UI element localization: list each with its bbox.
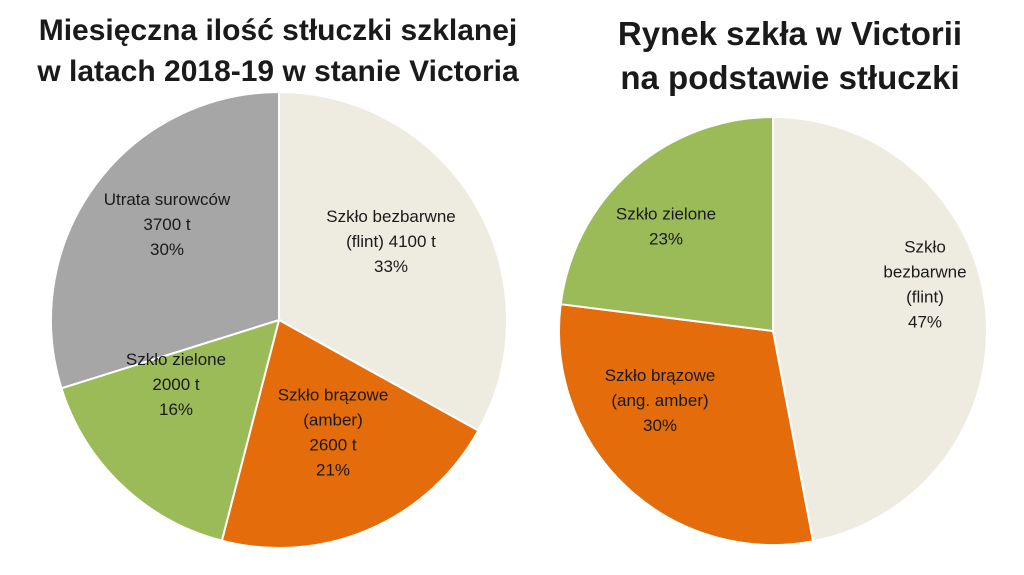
slice-label-right-szklo: Szkło bezbarwne (flint) 47%	[883, 238, 966, 332]
chart-title-right: Rynek szkła w Victorii na podstawie stłu…	[556, 12, 1024, 100]
pie-slice-right-szklo-brazowe	[558, 303, 815, 546]
slice-label-line: 33%	[374, 257, 408, 276]
chart-title-right-line-2: na podstawie stłuczki	[620, 59, 960, 96]
slice-label-line: bezbarwne	[883, 263, 966, 282]
slice-label-line: Szkło zielone	[616, 205, 716, 224]
slice-label-line: (flint)	[906, 288, 944, 307]
pie-slice-right-szklo-zielone	[559, 115, 774, 333]
pie-chart-right: Szkło bezbarwne (flint) 47% Szkło brązowe (an…	[558, 115, 988, 546]
slice-label-line: Szkło zielone	[126, 350, 226, 369]
chart-title-left: Miesięczna ilość stłuczki szklanej w lat…	[0, 10, 556, 92]
slice-label-line: (ang. amber)	[611, 391, 708, 410]
slice-label-line: 30%	[150, 240, 184, 259]
slice-label-right-szklo-brazowe: Szkło brązowe (ang. amber) 30%	[605, 366, 716, 435]
pie-slice-left-utrata-surowcow	[50, 90, 280, 390]
slice-label-left-szklo-brazowe: Szkło brązowe (amber) 2600 t 21%	[278, 386, 389, 480]
chart-title-left-line-1: Miesięczna ilość stłuczki szklanej	[38, 14, 518, 47]
pie-chart-left: Szkło bezbarwne (flint) 4100 t 33% Szkło br…	[50, 90, 508, 549]
pie-slice-right-szklo	[772, 115, 988, 543]
pie-slice-left-szklo-zielone	[60, 318, 281, 542]
slice-label-line: Szkło brązowe	[605, 366, 716, 385]
slice-label-line: 2000 t	[152, 375, 200, 394]
slice-label-line: 47%	[908, 313, 942, 332]
slice-label-line: Szkło bezbarwne	[326, 207, 455, 226]
slice-label-line: 16%	[159, 400, 193, 419]
slice-label-right-szklo-zielone: Szkło zielone 23%	[616, 205, 716, 249]
pie-slice-left-szklo-bezbarwne	[278, 90, 508, 433]
slice-label-line: 3700 t	[143, 215, 191, 234]
chart-title-left-line-2: w latach 2018-19 w stanie Victoria	[37, 55, 519, 88]
slice-label-line: 30%	[643, 416, 677, 435]
slice-label-line: 2600 t	[309, 436, 357, 455]
slice-label-left-szklo-bezbarwne: Szkło bezbarwne (flint) 4100 t 33%	[326, 207, 455, 276]
slice-label-line: Szkło brązowe	[278, 386, 389, 405]
slice-label-line: (amber)	[303, 411, 363, 430]
pie-slice-left-szklo-brazowe	[220, 318, 480, 549]
slice-label-left-szklo-zielone: Szkło zielone 2000 t 16%	[126, 350, 226, 419]
slice-label-line: Utrata surowców	[104, 190, 231, 209]
chart-title-right-line-1: Rynek szkła w Victorii	[617, 15, 963, 52]
slice-label-left-utrata-surowcow: Utrata surowców 3700 t 30%	[104, 190, 231, 259]
slice-label-line: 21%	[316, 461, 350, 480]
slice-label-line: (flint) 4100 t	[346, 232, 436, 251]
slice-label-line: Szkło	[904, 238, 946, 257]
slice-label-line: 23%	[649, 230, 683, 249]
